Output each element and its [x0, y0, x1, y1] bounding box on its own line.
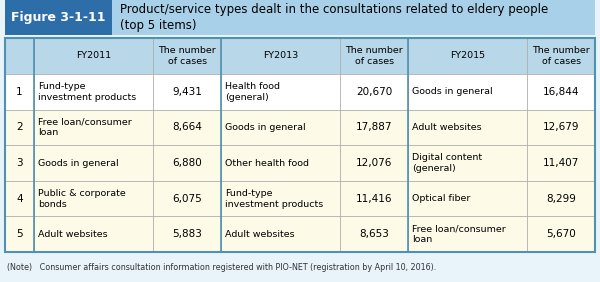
- Text: 8,299: 8,299: [546, 194, 576, 204]
- Bar: [154, 145, 221, 181]
- Text: Other health food: Other health food: [225, 158, 309, 168]
- Bar: [34, 216, 154, 252]
- Bar: [340, 216, 408, 252]
- Text: Goods in general: Goods in general: [412, 87, 493, 96]
- Text: Fund-type
investment products: Fund-type investment products: [225, 189, 323, 209]
- Bar: [34, 181, 154, 216]
- Text: 12,679: 12,679: [543, 122, 580, 133]
- Bar: [408, 38, 527, 74]
- Text: 11,407: 11,407: [543, 158, 580, 168]
- Text: (Note)   Consumer affairs consultation information registered with PIO-NET (regi: (Note) Consumer affairs consultation inf…: [7, 263, 436, 272]
- Bar: [154, 216, 221, 252]
- Bar: [340, 145, 408, 181]
- Bar: [154, 38, 221, 74]
- Text: Free loan/consumer
loan: Free loan/consumer loan: [38, 117, 132, 137]
- Text: FY2011: FY2011: [76, 52, 112, 61]
- Bar: [5, 0, 112, 35]
- Text: 9,431: 9,431: [172, 87, 202, 97]
- Bar: [221, 74, 340, 110]
- Text: Health food
(general): Health food (general): [225, 82, 280, 102]
- Bar: [154, 74, 221, 110]
- Bar: [340, 74, 408, 110]
- Text: 5: 5: [16, 229, 23, 239]
- Text: The number
of cases: The number of cases: [346, 46, 403, 66]
- Text: Adult websites: Adult websites: [225, 230, 295, 239]
- Bar: [340, 38, 408, 74]
- Text: Figure 3-1-11: Figure 3-1-11: [11, 11, 106, 24]
- Text: 4: 4: [16, 194, 23, 204]
- Text: 6,075: 6,075: [172, 194, 202, 204]
- Text: 8,653: 8,653: [359, 229, 389, 239]
- Text: The number
of cases: The number of cases: [158, 46, 216, 66]
- Bar: [221, 145, 340, 181]
- Text: 12,076: 12,076: [356, 158, 392, 168]
- Bar: [221, 38, 340, 74]
- Bar: [5, 38, 595, 252]
- Text: Goods in general: Goods in general: [38, 158, 119, 168]
- Bar: [34, 145, 154, 181]
- Bar: [5, 181, 34, 216]
- Text: 16,844: 16,844: [543, 87, 580, 97]
- Bar: [408, 74, 527, 110]
- Text: Optical fiber: Optical fiber: [412, 194, 470, 203]
- Bar: [221, 216, 340, 252]
- Bar: [527, 110, 595, 145]
- Bar: [527, 38, 595, 74]
- Bar: [154, 110, 221, 145]
- Text: Goods in general: Goods in general: [225, 123, 306, 132]
- Text: 5,883: 5,883: [172, 229, 202, 239]
- Text: FY2013: FY2013: [263, 52, 298, 61]
- Text: 2: 2: [16, 122, 23, 133]
- Bar: [340, 110, 408, 145]
- Bar: [34, 74, 154, 110]
- Text: Public & corporate
bonds: Public & corporate bonds: [38, 189, 126, 209]
- Text: 3: 3: [16, 158, 23, 168]
- Bar: [408, 110, 527, 145]
- Bar: [340, 181, 408, 216]
- Bar: [527, 74, 595, 110]
- Bar: [221, 110, 340, 145]
- Text: 17,887: 17,887: [356, 122, 392, 133]
- Bar: [5, 110, 34, 145]
- Bar: [527, 181, 595, 216]
- Bar: [5, 145, 34, 181]
- Text: 1: 1: [16, 87, 23, 97]
- Bar: [527, 216, 595, 252]
- Text: Adult websites: Adult websites: [412, 123, 482, 132]
- Bar: [5, 216, 34, 252]
- Bar: [408, 181, 527, 216]
- Text: The number
of cases: The number of cases: [532, 46, 590, 66]
- Text: 6,880: 6,880: [172, 158, 202, 168]
- Text: 20,670: 20,670: [356, 87, 392, 97]
- Text: 5,670: 5,670: [546, 229, 576, 239]
- Bar: [408, 145, 527, 181]
- Text: Digital content
(general): Digital content (general): [412, 153, 482, 173]
- Bar: [5, 38, 34, 74]
- Text: Fund-type
investment products: Fund-type investment products: [38, 82, 136, 102]
- Bar: [527, 145, 595, 181]
- Bar: [34, 38, 154, 74]
- Text: Product/service types dealt in the consultations related to eldery people
(top 5: Product/service types dealt in the consu…: [120, 3, 548, 32]
- Bar: [5, 74, 34, 110]
- Text: Free loan/consumer
loan: Free loan/consumer loan: [412, 224, 506, 244]
- Bar: [154, 181, 221, 216]
- Text: Adult websites: Adult websites: [38, 230, 108, 239]
- Bar: [5, 0, 595, 35]
- Text: 8,664: 8,664: [172, 122, 202, 133]
- Text: FY2015: FY2015: [450, 52, 485, 61]
- Bar: [221, 181, 340, 216]
- Bar: [34, 110, 154, 145]
- Text: 11,416: 11,416: [356, 194, 392, 204]
- Bar: [408, 216, 527, 252]
